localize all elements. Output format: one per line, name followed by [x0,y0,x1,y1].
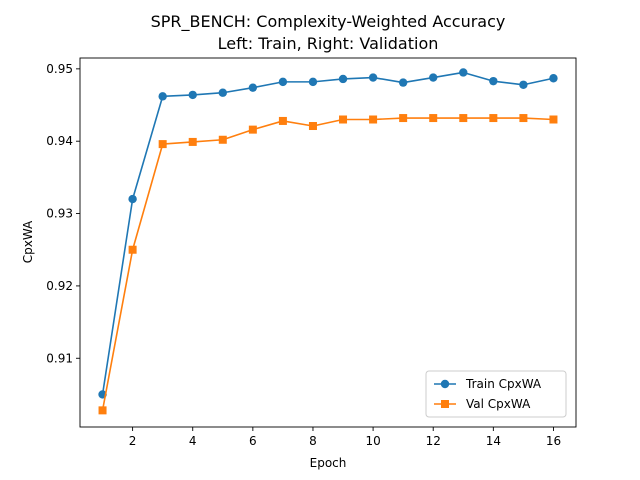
data-point-series-1-6 [248,83,258,92]
data-point-series-1-15 [519,80,528,89]
x-axis-label: Epoch [310,456,347,470]
data-point-series-1-10 [368,73,378,82]
data-point-series-2-9 [339,115,348,124]
x-tick-label-7: 14 [486,434,501,448]
chart-title-line-2: Left: Train, Right: Validation [218,34,439,53]
data-point-series-1-8 [308,77,318,87]
data-point-series-1-13 [459,68,468,77]
legend-marker-1 [440,379,450,389]
data-point-series-2-16 [549,115,558,124]
data-point-series-2-8 [308,122,317,131]
data-point-series-1-14 [489,76,498,86]
data-point-series-2-5 [218,135,227,144]
data-point-series-2-3 [158,140,167,149]
y-tick-label-1: 0.91 [46,351,73,365]
x-tick-label-6: 12 [426,434,441,448]
axes-frame [79,57,577,428]
x-tick-label-3: 6 [249,434,257,448]
legend-marker-2 [441,400,449,408]
legend: Train CpxWA Val CpxWA [425,370,567,418]
data-point-series-1-16 [549,74,558,83]
data-point-series-2-14 [489,114,498,123]
y-tick-label-2: 0.92 [46,279,73,293]
legend-label-1: Train CpxWA [465,377,542,391]
data-point-series-1-7 [278,77,288,87]
x-tick-label-1: 2 [129,434,137,448]
data-point-series-1-5 [218,88,227,97]
data-point-series-2-11 [399,114,408,123]
data-point-series-2-12 [429,114,438,123]
data-point-series-2-7 [278,116,287,125]
chart-title-line-1: SPR_BENCH: Complexity-Weighted Accuracy [151,12,506,32]
data-point-series-1-4 [188,90,197,100]
series-line-2 [101,117,554,411]
plot-area: 2 4 6 8 10 12 14 16 0.91 0.92 0.93 0.94 0.95 [46,57,577,448]
data-point-series-2-4 [188,137,197,146]
x-tick-label-4: 8 [309,434,317,448]
data-point-series-2-1 [98,406,107,415]
x-tick-label-2: 4 [189,434,197,448]
data-point-series-2-6 [248,125,257,134]
data-point-series-1-2 [128,194,137,204]
data-point-series-2-2 [128,245,137,254]
x-tick-label-8: 16 [546,434,561,448]
legend-label-2: Val CpxWA [466,397,531,411]
data-point-series-1-3 [158,92,167,101]
data-point-series-2-10 [369,115,378,124]
series-line-1 [101,71,554,395]
legend-box [425,370,567,418]
data-point-series-1-11 [398,78,408,87]
data-point-series-2-13 [459,114,468,123]
data-point-series-2-15 [519,114,528,123]
y-tick-label-4: 0.94 [46,134,73,148]
y-tick-label-5: 0.95 [46,62,73,76]
x-tick-label-5: 10 [365,434,380,448]
y-tick-label-3: 0.93 [46,207,73,221]
y-axis-label: CpxWA [21,220,35,263]
data-point-series-1-9 [338,74,348,84]
data-point-series-1-12 [429,73,438,82]
